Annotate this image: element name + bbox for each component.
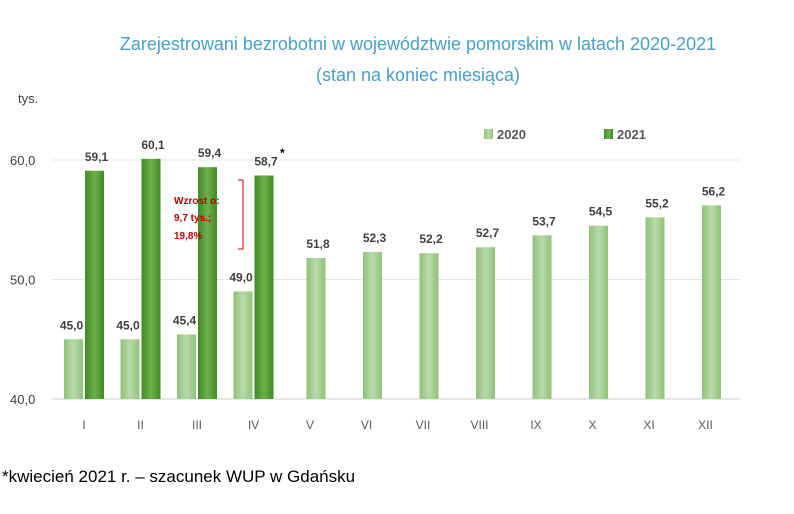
data-label-2021-II: 60,1	[141, 138, 165, 152]
data-label-2020-VII: 52,2	[419, 232, 443, 246]
legend-label-2021: 2021	[617, 127, 646, 142]
chart-subtitle: (stan na koniec miesiąca)	[316, 65, 520, 85]
x-axis-ticks: I II III IV V VI VII VIII IX X XI XII	[82, 418, 713, 432]
bar-2020-VII	[419, 253, 439, 399]
data-label-2020-IX: 53,7	[532, 214, 556, 228]
data-label-2021-III: 59,4	[198, 146, 222, 160]
x-tick-label: III	[192, 418, 202, 432]
footnote: *kwiecień 2021 r. – szacunek WUP w Gdańs…	[2, 467, 356, 486]
bar-2020-XII	[702, 205, 721, 399]
bars	[64, 158, 721, 399]
bar-2020-III	[177, 334, 196, 399]
data-label-2020-III: 45,4	[173, 313, 197, 327]
x-tick-label: VIII	[470, 418, 488, 432]
data-label-2020-IV: 49,0	[229, 270, 253, 284]
annotation-line-3: 19,8%	[174, 231, 202, 242]
bar-2020-X	[589, 225, 608, 399]
x-tick-label: XI	[643, 418, 654, 432]
y-tick-label: 50,0	[10, 273, 35, 288]
chart-title: Zarejestrowani bezrobotni w województwie…	[120, 34, 716, 54]
bar-2020-IX	[532, 235, 552, 399]
bar-2020-VIII	[476, 247, 495, 399]
bar-2021-IV	[254, 175, 274, 399]
y-tick-label: 40,0	[10, 392, 35, 407]
x-tick-label: IX	[530, 418, 541, 432]
x-tick-label: IV	[248, 418, 259, 432]
bar-2021-II	[141, 158, 161, 399]
gridlines	[52, 159, 740, 400]
x-tick-label: VI	[361, 418, 372, 432]
data-label-2020-XI: 55,2	[645, 196, 669, 210]
annotation-bracket	[238, 179, 244, 250]
bar-2020-VI	[363, 252, 382, 399]
legend-swatch-2020	[484, 129, 493, 139]
data-labels: 45,0 59,1 45,0 60,1 45,4 59,4 49,0 58,7 51,8 52,3…	[60, 138, 726, 332]
y-axis-unit-label: tys.	[18, 91, 38, 106]
data-label-2020-I: 45,0	[60, 318, 84, 332]
bar-2021-I	[85, 170, 104, 399]
y-axis-ticks: 40,0 50,0 60,0	[10, 153, 35, 407]
data-label-2020-V: 51,8	[306, 237, 330, 251]
legend-swatch-2021	[604, 129, 613, 139]
data-label-2020-VI: 52,3	[363, 231, 387, 245]
x-tick-label: XII	[698, 418, 713, 432]
data-label-2020-VIII: 52,7	[476, 226, 500, 240]
bar-2020-I	[64, 339, 83, 399]
x-tick-label: VII	[416, 418, 431, 432]
x-tick-label: V	[306, 418, 314, 432]
bar-2020-IV	[233, 291, 253, 399]
data-label-2021-IV: 58,7	[254, 155, 278, 169]
unemployment-bar-chart: Zarejestrowani bezrobotni w województwie…	[10, 34, 740, 432]
x-tick-label: X	[588, 418, 596, 432]
data-label-2020-XII: 56,2	[702, 184, 726, 198]
data-label-2020-X: 54,5	[589, 205, 613, 219]
legend: 2020 2021	[484, 127, 646, 142]
y-tick-label: 60,0	[10, 153, 35, 168]
data-label-2020-II: 45,0	[116, 318, 140, 332]
data-label-2021-I: 59,1	[85, 150, 109, 164]
estimate-asterisk: *	[280, 146, 285, 160]
legend-label-2020: 2020	[497, 127, 526, 142]
bar-2020-V	[306, 257, 326, 399]
x-tick-label: II	[137, 418, 144, 432]
annotation-line-2: 9,7 tys.;	[174, 213, 211, 224]
annotation-line-1: Wzrost o:	[174, 196, 220, 207]
bar-2020-II	[120, 339, 140, 399]
x-tick-label: I	[82, 418, 85, 432]
bar-2020-XI	[645, 217, 665, 399]
growth-annotation: Wzrost o: 9,7 tys.; 19,8%	[174, 179, 244, 250]
bar-2021-III	[198, 167, 217, 399]
